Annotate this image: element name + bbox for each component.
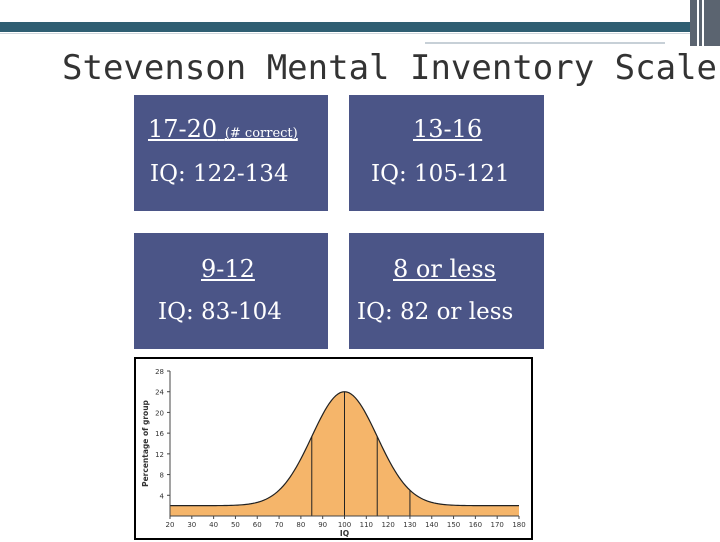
score-box-13-16: 13-16 IQ: 105-121	[349, 95, 544, 211]
y-tick-label: 28	[155, 368, 164, 376]
y-tick-label: 24	[155, 389, 164, 397]
x-tick-label: 60	[253, 521, 262, 529]
score-range-text: 17-20	[148, 115, 218, 143]
score-box-9-12: 9-12 IQ: 83-104	[134, 233, 328, 349]
x-tick-label: 110	[360, 521, 373, 529]
header-accent	[690, 0, 720, 46]
divider	[0, 33, 690, 34]
header-accent-stripe	[702, 0, 704, 46]
score-range: 9-12	[201, 255, 255, 283]
score-range: 13-16	[413, 115, 483, 143]
score-box-8-or-less: 8 or less IQ: 82 or less	[349, 233, 544, 349]
x-tick-label: 140	[425, 521, 438, 529]
distribution-curve	[170, 391, 519, 507]
x-tick-label: 160	[469, 521, 482, 529]
y-tick-label: 8	[160, 472, 164, 480]
score-range: 17-20 (# correct)	[148, 115, 298, 143]
x-tick-label: 70	[275, 521, 284, 529]
iq-distribution-chart: 4 8 12 16 20 24 28 20 30 40 50 60 70 80 90 100 110 120 130…	[134, 357, 533, 540]
score-range-note: (# correct)	[224, 126, 298, 141]
score-range: 8 or less	[393, 255, 496, 283]
iq-range: IQ: 83-104	[158, 299, 282, 325]
x-tick-label: 130	[403, 521, 416, 529]
header-decoration	[0, 0, 720, 46]
iq-range: IQ: 105-121	[371, 161, 510, 187]
x-axis-label: IQ	[340, 529, 349, 538]
area-above-curve	[170, 371, 519, 506]
page-title: Stevenson Mental Inventory Scale	[62, 48, 718, 88]
x-tick-label: 120	[381, 521, 394, 529]
iq-range: IQ: 82 or less	[357, 299, 514, 325]
x-tick-label: 180	[512, 521, 525, 529]
y-tick-label: 16	[155, 430, 164, 438]
y-tick-label: 20	[155, 409, 164, 417]
x-tick-label: 40	[209, 521, 218, 529]
header-accent-stripe	[697, 0, 699, 46]
x-tick-label: 150	[447, 521, 460, 529]
score-box-17-20: 17-20 (# correct) IQ: 122-134	[134, 95, 328, 211]
y-axis-label: Percentage of group	[141, 399, 150, 486]
x-tick-label: 30	[187, 521, 196, 529]
x-tick-label: 20	[166, 521, 175, 529]
chart-svg: 4 8 12 16 20 24 28 20 30 40 50 60 70 80 90 100 110 120 130…	[141, 368, 526, 538]
y-tick-label: 12	[155, 451, 164, 459]
x-tick-label: 50	[231, 521, 240, 529]
divider	[425, 42, 665, 44]
x-tick-label: 170	[491, 521, 504, 529]
y-tick-label: 4	[160, 492, 165, 500]
x-tick-label: 100	[338, 521, 351, 529]
header-band	[0, 22, 720, 32]
iq-range: IQ: 122-134	[150, 161, 289, 187]
x-tick-label: 90	[318, 521, 327, 529]
x-tick-label: 80	[296, 521, 305, 529]
